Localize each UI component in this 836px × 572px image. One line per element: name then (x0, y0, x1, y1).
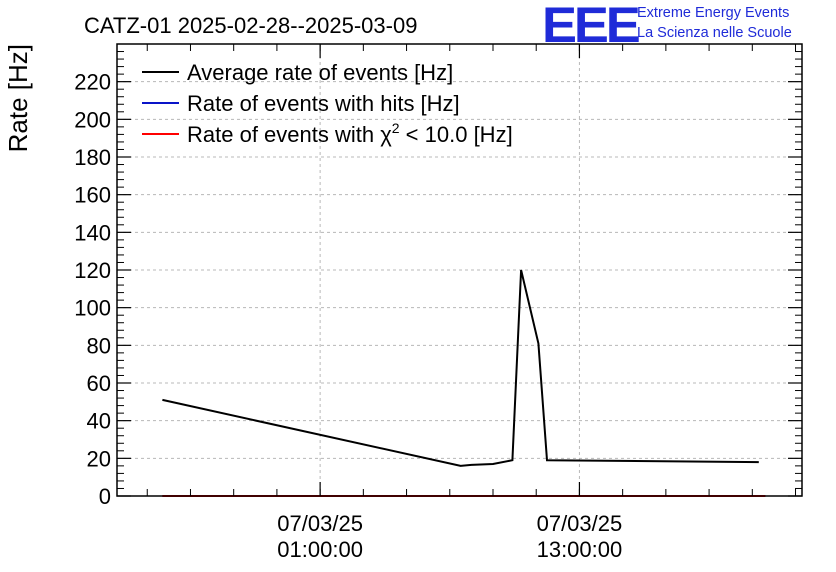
eee-logo-line1: Extreme Energy Events (637, 5, 790, 21)
y-tick-label: 80 (87, 333, 111, 358)
y-tick-label: 140 (74, 220, 111, 245)
eee-logo-line2: La Scienza nelle Scuole (637, 25, 792, 41)
x-tick-label-time: 01:00:00 (277, 537, 363, 562)
legend-label-0: Average rate of events [Hz] (187, 60, 453, 85)
legend: Average rate of events [Hz] Rate of event… (142, 60, 513, 147)
y-tick-label: 220 (74, 70, 111, 95)
series-line-0 (162, 269, 759, 467)
series-lines (162, 269, 766, 497)
grid (117, 44, 802, 496)
axis-ticks (117, 44, 802, 497)
tick-labels: 02040608010012014016018020022007/03/2501… (74, 70, 622, 562)
y-tick-label: 60 (87, 371, 111, 396)
y-tick-label: 160 (74, 183, 111, 208)
y-tick-label: 180 (74, 145, 111, 170)
eee-logo: EEE Extreme Energy Events La Scienza nel… (540, 0, 836, 53)
y-tick-label: 20 (87, 446, 111, 471)
y-tick-label: 0 (99, 484, 111, 509)
legend-label-2: Rate of events with χ2 < 10.0 [Hz] (187, 120, 513, 147)
eee-logo-mark: EEE (542, 0, 641, 53)
x-tick-label-date: 07/03/25 (277, 511, 363, 536)
y-tick-label: 100 (74, 296, 111, 321)
legend-label-1: Rate of events with hits [Hz] (187, 91, 460, 116)
y-tick-label: 200 (74, 107, 111, 132)
y-axis-label: Rate [Hz] (3, 44, 33, 152)
y-tick-label: 120 (74, 258, 111, 283)
x-tick-label-time: 13:00:00 (537, 537, 623, 562)
chart-title: CATZ-01 2025-02-28--2025-03-09 (84, 13, 417, 38)
x-tick-label-date: 07/03/25 (537, 511, 623, 536)
y-tick-label: 40 (87, 409, 111, 434)
